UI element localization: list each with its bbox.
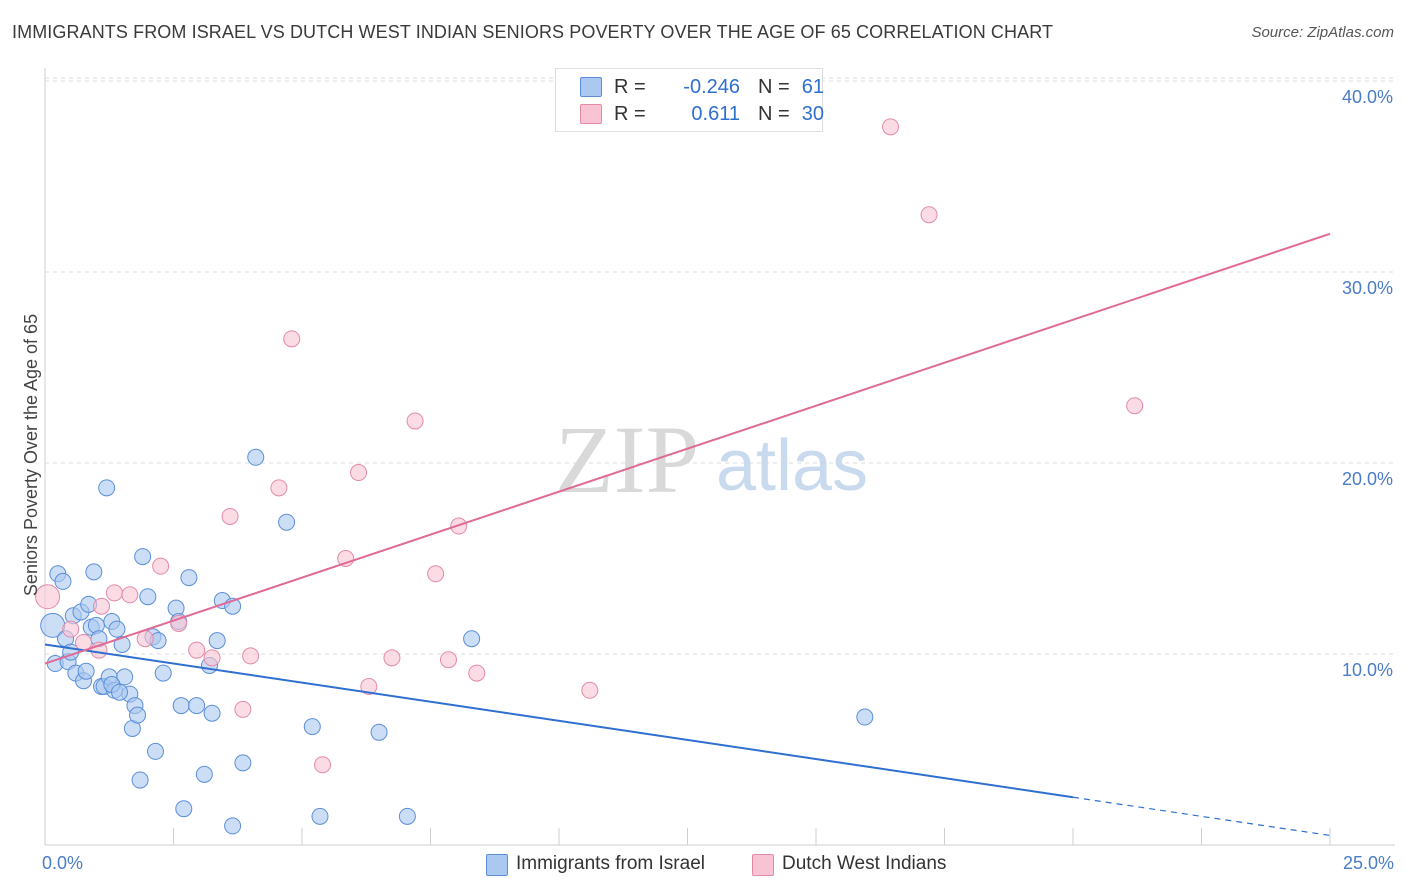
israel-point[interactable] (398, 807, 416, 825)
legend-swatch-israel (486, 854, 508, 876)
data-points (35, 118, 1144, 835)
dutch-west-indian-point[interactable] (242, 647, 260, 665)
x-tick-labels: 0.0% 25.0% (42, 853, 1394, 873)
dutch-west-indian-point[interactable] (136, 630, 154, 648)
n-label: N = (758, 76, 790, 98)
watermark-zip: ZIP (555, 406, 699, 513)
israel-point[interactable] (77, 662, 95, 680)
dutch-west-indian-point[interactable] (383, 649, 401, 667)
dutch-west-indian-point[interactable] (203, 649, 221, 667)
israel-trend-line (44, 643, 1074, 799)
y-axis-label: Seniors Poverty Over the Age of 65 (21, 314, 41, 596)
israel-point[interactable] (172, 697, 190, 715)
israel-point[interactable] (116, 668, 134, 686)
israel-point[interactable] (463, 630, 481, 648)
dutch-west-indian-point[interactable] (468, 664, 486, 682)
dutch-west-indian-point[interactable] (121, 586, 139, 604)
israel-point[interactable] (139, 588, 157, 606)
dutch-west-indian-point[interactable] (581, 681, 599, 699)
israel-point[interactable] (234, 754, 252, 772)
legend-label-israel: Immigrants from Israel (516, 853, 705, 874)
israel-point[interactable] (278, 513, 296, 531)
correlation-legend: R = -0.246 N = 61 R = 0.611 N = 30 (555, 68, 824, 132)
dutch-west-indian-point[interactable] (406, 412, 424, 430)
series-legend: Immigrants from Israel Dutch West Indian… (0, 852, 1406, 878)
israel-point[interactable] (370, 723, 388, 741)
israel-point[interactable] (311, 807, 329, 825)
israel-point[interactable] (111, 683, 129, 701)
israel-point[interactable] (203, 704, 221, 722)
israel-point[interactable] (147, 742, 165, 760)
source-label: Source: ZipAtlas.com (1251, 24, 1394, 41)
israel-point[interactable] (175, 800, 193, 818)
dutch-west-indian-point[interactable] (93, 597, 111, 615)
y-tick-label: 10.0% (1342, 660, 1393, 680)
legend-label-dutch-west-indian: Dutch West Indians (782, 853, 947, 874)
r-label: R = (614, 103, 646, 125)
israel-point[interactable] (224, 817, 242, 835)
y-tick-label: 20.0% (1342, 469, 1393, 489)
israel-point[interactable] (247, 448, 265, 466)
r-value: -0.246 (683, 76, 740, 98)
legend-swatch-israel (580, 77, 602, 97)
israel-point[interactable] (108, 620, 126, 638)
dutch-west-indian-point[interactable] (882, 118, 900, 136)
dutch-west-indian-point[interactable] (360, 677, 378, 695)
dutch-west-indian-point[interactable] (152, 557, 170, 575)
y-tick-label: 30.0% (1342, 278, 1393, 298)
israel-point[interactable] (208, 632, 226, 650)
dutch-west-indian-point[interactable] (35, 584, 61, 610)
grid-lines (45, 77, 1395, 655)
y-tick-label: 40.0% (1342, 87, 1393, 107)
n-value: 61 (801, 76, 824, 98)
israel-point[interactable] (188, 697, 206, 715)
israel-point[interactable] (113, 635, 131, 653)
watermark-atlas: atlas (716, 426, 868, 506)
israel-point[interactable] (856, 708, 874, 726)
dutch-west-indian-point[interactable] (270, 479, 288, 497)
dutch-west-indian-point[interactable] (439, 651, 457, 669)
axes (44, 68, 1395, 846)
r-value: 0.611 (691, 103, 740, 125)
dutch-west-indian-point[interactable] (234, 700, 252, 718)
dutch-west-indian-trend-line (44, 232, 1331, 665)
dutch-west-indian-point[interactable] (221, 507, 239, 525)
dutch-west-indian-point[interactable] (105, 584, 123, 602)
israel-point[interactable] (85, 563, 103, 581)
r-label: R = (614, 76, 646, 98)
dutch-west-indian-point[interactable] (188, 641, 206, 659)
dutch-west-indian-point[interactable] (283, 330, 301, 348)
israel-point[interactable] (134, 548, 152, 566)
legend-swatch-dutch-west-indian (752, 854, 774, 876)
israel-point[interactable] (154, 664, 172, 682)
trend-lines (44, 232, 1331, 837)
n-label: N = (758, 103, 790, 125)
legend-swatch-dutch-west-indian (580, 104, 602, 124)
chart-title: IMMIGRANTS FROM ISRAEL VS DUTCH WEST IND… (12, 22, 1054, 42)
dutch-west-indian-point[interactable] (314, 756, 332, 774)
dutch-west-indian-point[interactable] (1126, 397, 1144, 415)
dutch-west-indian-point[interactable] (350, 464, 368, 482)
israel-point[interactable] (195, 765, 213, 783)
dutch-west-indian-point[interactable] (427, 565, 445, 583)
dutch-west-indian-point[interactable] (62, 620, 80, 638)
israel-point[interactable] (129, 706, 147, 724)
israel-point[interactable] (180, 569, 198, 587)
israel-point[interactable] (303, 718, 321, 736)
israel-point[interactable] (131, 771, 149, 789)
n-value: 30 (801, 103, 824, 125)
y-tick-labels: 10.0% 20.0% 30.0% 40.0% (1342, 87, 1393, 680)
x-tick-label-max: 25.0% (1343, 853, 1394, 873)
israel-point[interactable] (98, 479, 116, 497)
x-tick-label-min: 0.0% (42, 853, 83, 873)
dutch-west-indian-point[interactable] (920, 206, 938, 224)
israel-point[interactable] (54, 572, 72, 590)
